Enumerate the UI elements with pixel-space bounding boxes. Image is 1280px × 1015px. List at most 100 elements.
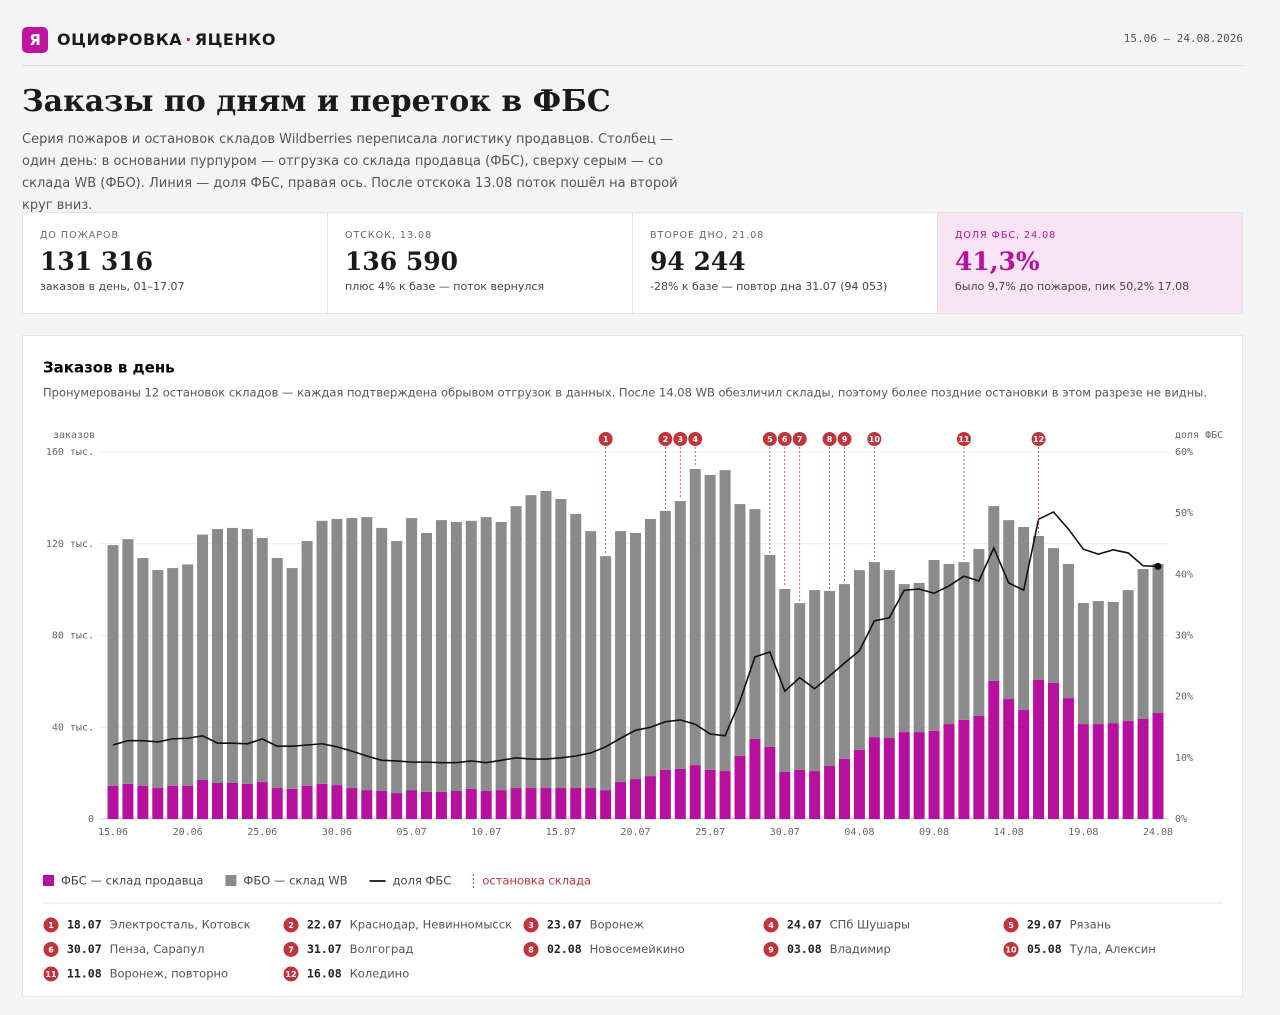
x-tick-label: 30.06 xyxy=(322,827,352,838)
bar-segment xyxy=(435,520,447,792)
x-tick-label: 04.08 xyxy=(844,827,874,838)
legend-label: доля ФБС xyxy=(393,874,452,888)
bar-segment xyxy=(943,724,955,819)
bar-segment xyxy=(809,771,821,819)
stop-list-date: 23.07 xyxy=(547,918,582,932)
stop-number: 1 xyxy=(603,435,609,444)
bar-segment xyxy=(212,782,223,819)
bar-segment xyxy=(182,785,194,819)
bar-segment xyxy=(241,783,253,819)
x-tick-label: 05.07 xyxy=(397,827,427,838)
stop-list-number: 10 xyxy=(1005,946,1017,955)
page-title: Заказы по дням и переток в ФБС xyxy=(22,84,611,119)
bar-segment xyxy=(421,791,432,819)
bar-segment xyxy=(406,518,418,791)
bar-segment xyxy=(555,788,567,819)
stat-value: 94 244 xyxy=(650,247,746,276)
bar-segment xyxy=(346,518,358,789)
bar-segment xyxy=(689,765,701,819)
stop-list-date: 16.08 xyxy=(307,967,342,981)
bar-segment xyxy=(331,518,343,786)
bar-segment xyxy=(421,532,432,792)
bar-segment xyxy=(137,557,149,786)
stop-list-number: 8 xyxy=(528,946,534,955)
bar-segment xyxy=(600,790,612,819)
bar-segment xyxy=(809,590,821,772)
stop-list-number: 2 xyxy=(288,921,294,930)
bar-segment xyxy=(1122,590,1134,722)
bar-segment xyxy=(958,719,970,819)
stop-list-date: 24.07 xyxy=(787,918,822,932)
bar-segment xyxy=(1018,710,1030,819)
stop-list-badge xyxy=(763,942,779,957)
stop-number: 8 xyxy=(827,435,833,444)
bar-segment xyxy=(301,785,313,819)
bar-segment xyxy=(1122,721,1134,819)
bar-segment xyxy=(883,738,895,819)
stop-list-number: 1 xyxy=(48,921,54,930)
y2-tick-label: 40% xyxy=(1175,569,1193,580)
stop-number: 12 xyxy=(1033,435,1044,444)
legend-label: ФБС — склад продавца xyxy=(61,874,203,888)
stat-card: ВТОРОЕ ДНО, 21.08 94 244 -28% к базе — пов… xyxy=(633,213,938,313)
stat-label: ВТОРОЕ ДНО, 21.08 xyxy=(650,230,765,241)
bar-segment xyxy=(689,468,701,766)
bar-segment xyxy=(943,563,955,725)
stop-list-place: Волгоград xyxy=(350,942,414,956)
bar-segment xyxy=(137,785,149,819)
stop-list-place: Краснодар, Невинномысск xyxy=(350,918,512,932)
stop-list-date: 18.07 xyxy=(67,918,102,932)
stop-badge xyxy=(777,432,792,446)
stop-list-number: 5 xyxy=(1008,921,1014,930)
stop-list-number: 6 xyxy=(48,946,54,955)
x-tick-label: 14.08 xyxy=(994,827,1024,838)
bar-segment xyxy=(346,788,358,819)
bar-segment xyxy=(1048,548,1059,683)
stop-list-date: 29.07 xyxy=(1027,918,1062,932)
stop-list-badge xyxy=(43,966,59,982)
bar-segment xyxy=(794,603,806,770)
stop-list-place: Электросталь, Котовск xyxy=(110,918,251,932)
stop-list-place: Владимир xyxy=(830,942,891,956)
stop-list-badge xyxy=(523,917,539,933)
stat-card: ДО ПОЖАРОВ 131 316 заказов в день, 01–17.0… xyxy=(23,213,328,313)
legend-swatch xyxy=(225,875,237,886)
bar-segment xyxy=(615,531,627,783)
bar-segment xyxy=(167,568,179,786)
stop-list-badge xyxy=(523,942,539,957)
bar-segment xyxy=(540,788,552,819)
stop-number: 11 xyxy=(958,435,970,444)
x-tick-label: 15.06 xyxy=(98,827,128,838)
bar-segment xyxy=(1062,698,1074,819)
bar-segment xyxy=(212,529,223,783)
stop-list-number: 11 xyxy=(45,970,57,979)
bar-segment xyxy=(167,785,179,819)
stop-list-place: Воронеж, повторно xyxy=(110,967,228,981)
bar-segment xyxy=(913,582,925,733)
bar-segment xyxy=(794,769,806,819)
stop-list-date: 02.08 xyxy=(547,942,582,956)
bar-segment xyxy=(1107,602,1119,724)
bar-segment xyxy=(435,791,447,819)
bar-segment xyxy=(361,517,373,791)
bar-segment xyxy=(271,788,283,819)
stop-number: 2 xyxy=(663,435,669,444)
bar-segment xyxy=(585,788,597,819)
bar-segment xyxy=(122,783,134,819)
bar-segment xyxy=(764,554,776,747)
stop-list-place: Рязань xyxy=(1070,918,1112,932)
bar-segment xyxy=(525,495,537,789)
logo: Я xyxy=(22,27,48,53)
bar-segment xyxy=(1137,718,1149,819)
stop-badge xyxy=(598,432,613,446)
stop-list-number: 4 xyxy=(768,921,774,930)
stat-card: ОТСКОК, 13.08 136 590 плюс 4% к базе — пот… xyxy=(328,213,633,313)
bar-segment xyxy=(286,788,298,819)
bar-segment xyxy=(988,680,1000,819)
chart-subtitle: Пронумерованы 12 остановок складов — каж… xyxy=(43,386,1207,400)
bar-segment xyxy=(1062,563,1074,699)
x-tick-label: 25.07 xyxy=(695,827,725,838)
bar-segment xyxy=(495,790,507,819)
bar-segment xyxy=(226,527,238,783)
